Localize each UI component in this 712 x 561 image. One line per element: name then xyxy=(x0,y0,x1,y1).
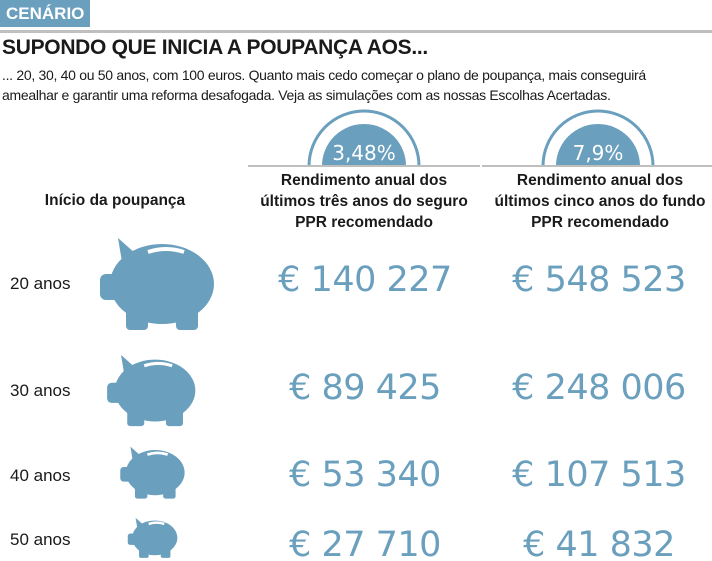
value-fund: € 248 006 xyxy=(512,368,686,408)
value-insurance: € 27 710 xyxy=(289,525,441,561)
column-header-insurance: Rendimento anual dos últimos três anos d… xyxy=(260,172,468,231)
rate-insurance: 3,48% xyxy=(332,141,396,165)
intro-text: ... 20, 30, 40 ou 50 anos, com 100 euros… xyxy=(2,67,646,103)
rate-badge-fund xyxy=(478,80,712,170)
piggy-bank-icon xyxy=(100,238,214,330)
piggy-bank-icon xyxy=(120,446,185,499)
rate-badge-insurance xyxy=(244,80,484,170)
semicircle-icon xyxy=(482,109,712,167)
section-tag: CENÁRIO xyxy=(0,0,91,27)
value-fund: € 41 832 xyxy=(523,525,675,561)
page-title: SUPONDO QUE INICIA A POUPANÇA AOS... xyxy=(2,36,428,59)
rate-fund: 7,9% xyxy=(572,141,624,165)
value-insurance: € 140 227 xyxy=(278,260,452,300)
value-insurance: € 53 340 xyxy=(289,455,441,495)
row-label: 50 anos xyxy=(10,530,71,549)
row-label: 30 anos xyxy=(10,381,71,400)
piggy-bank-icon xyxy=(107,354,196,427)
divider xyxy=(0,30,712,33)
column-header-fund: Rendimento anual dos últimos cinco anos … xyxy=(494,172,706,231)
row-header: Início da poupança xyxy=(44,192,186,209)
row-label: 20 anos xyxy=(10,274,71,293)
value-insurance: € 89 425 xyxy=(289,368,441,408)
value-fund: € 107 513 xyxy=(512,455,686,495)
piggy-bank-icon xyxy=(127,517,178,558)
value-fund: € 548 523 xyxy=(512,260,686,300)
semicircle-icon xyxy=(248,109,480,167)
row-label: 40 anos xyxy=(10,466,71,485)
